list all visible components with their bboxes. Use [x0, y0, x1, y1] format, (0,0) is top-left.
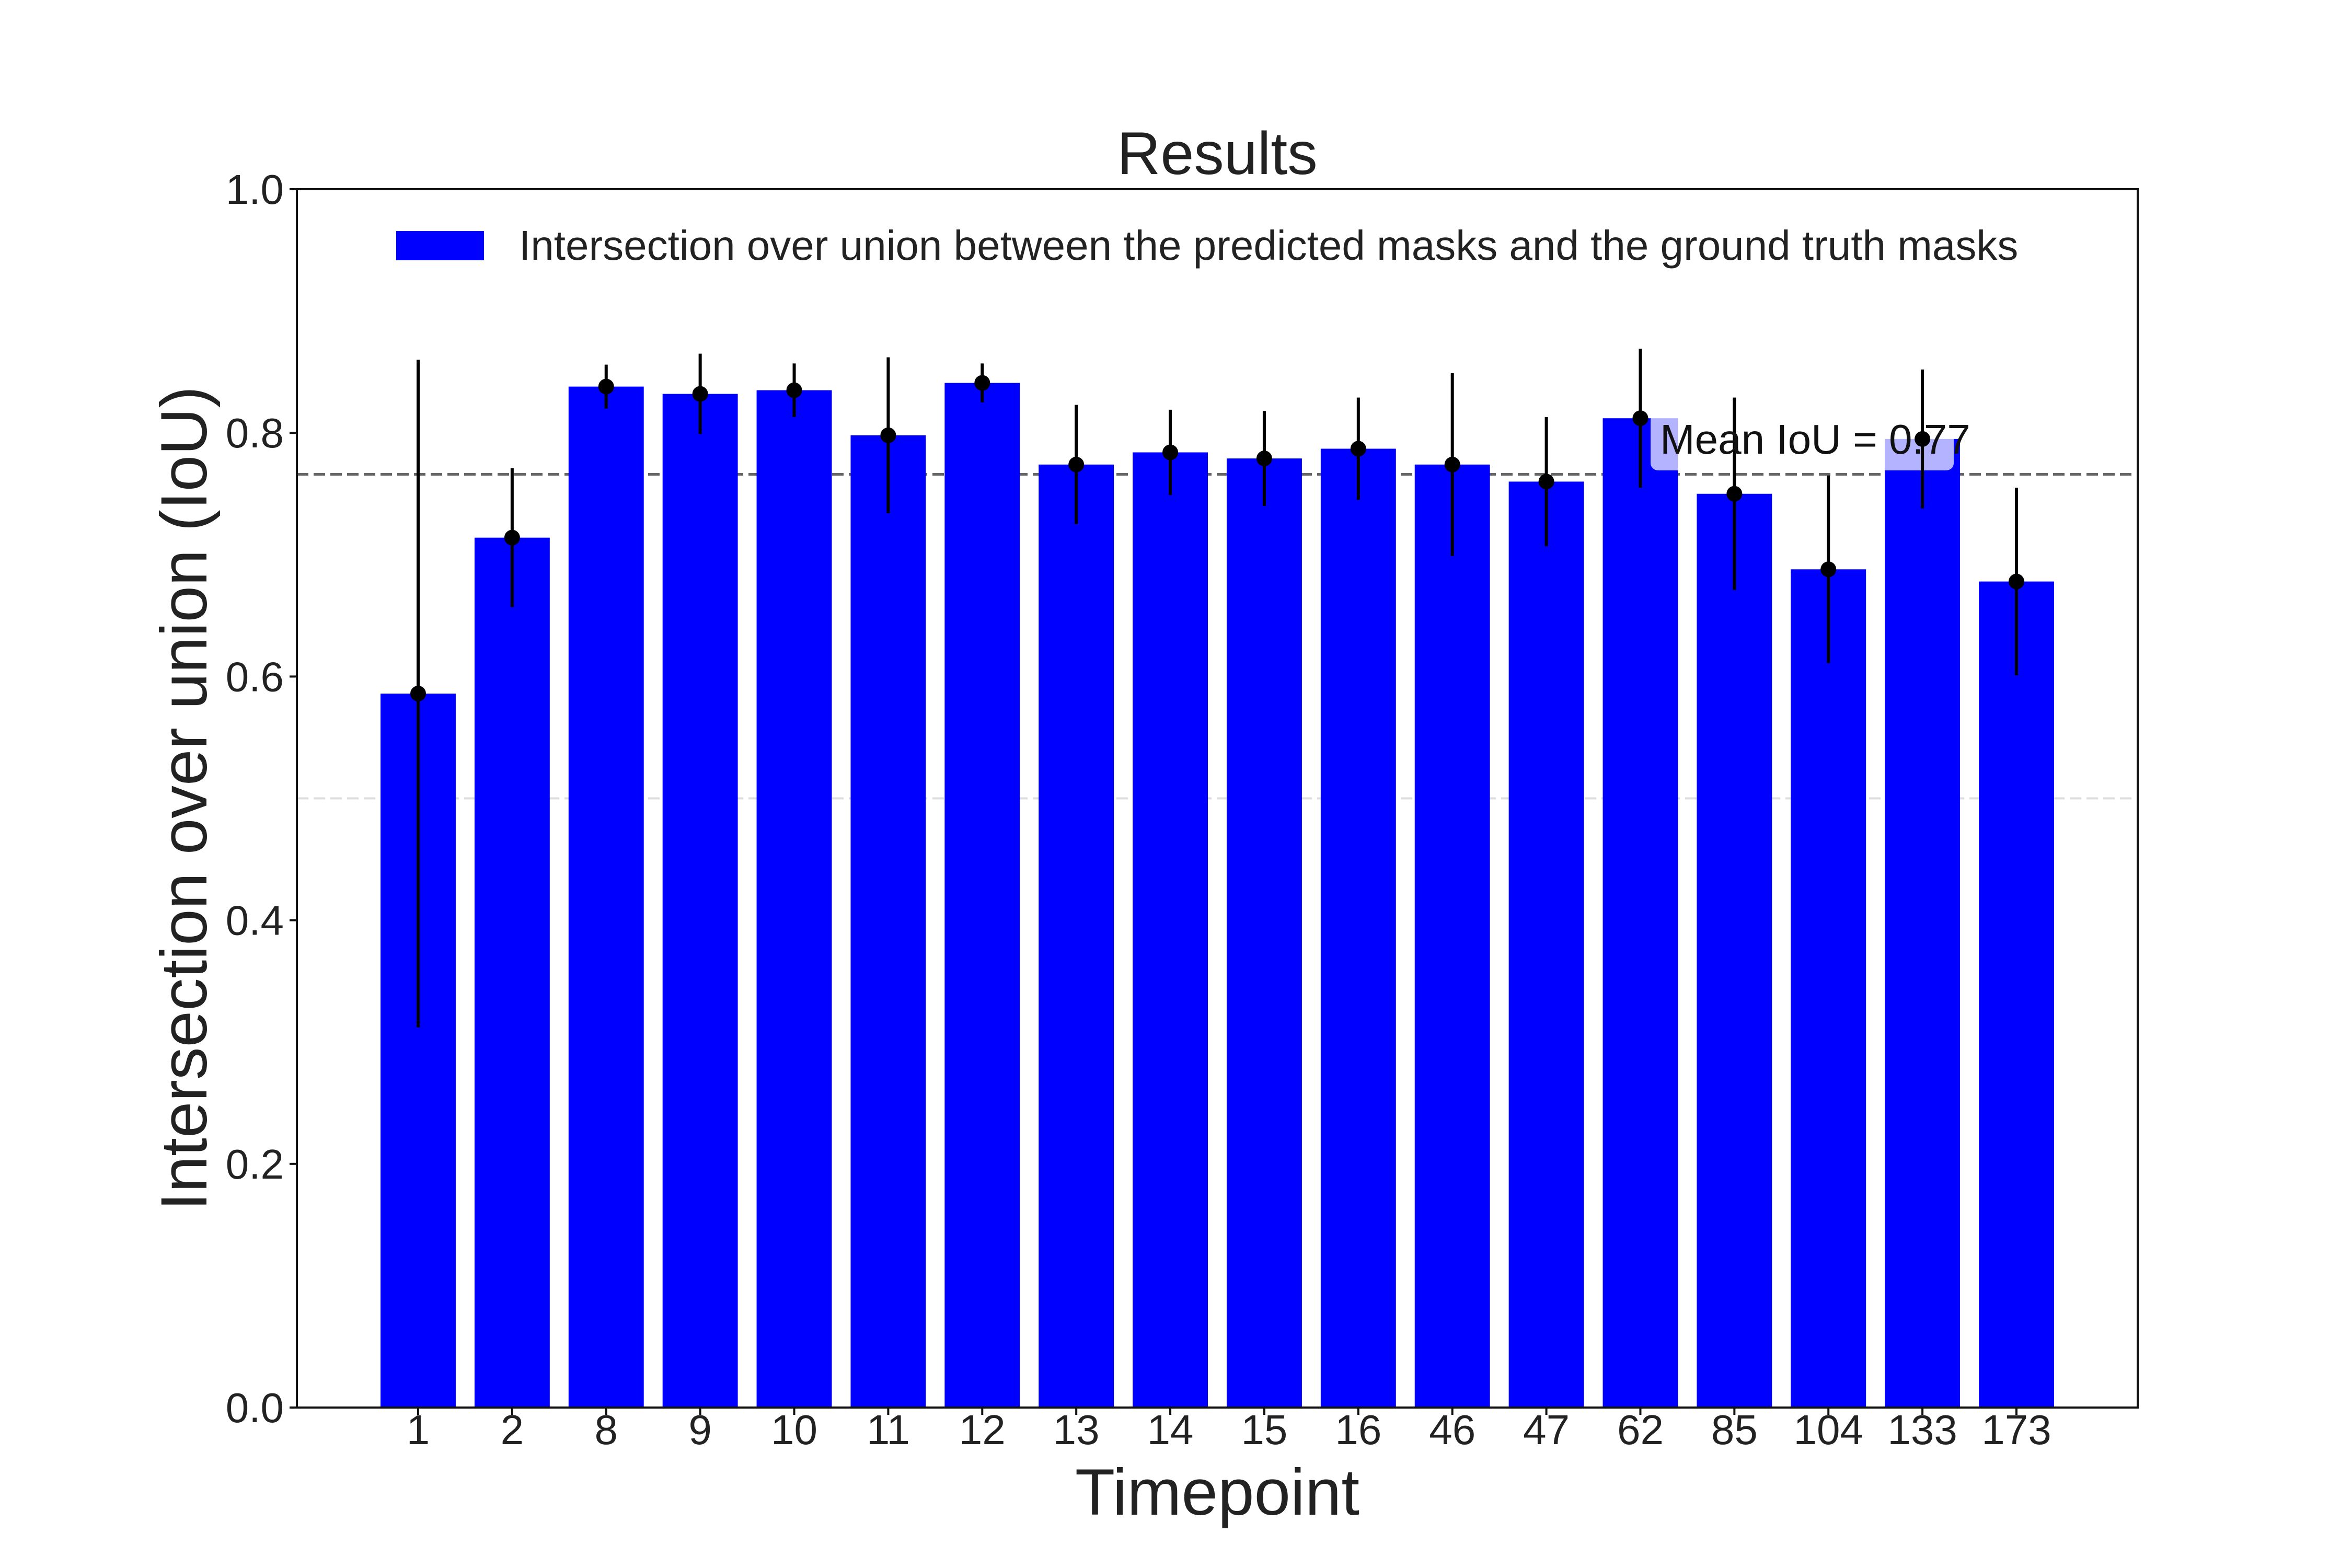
y-tick-label: 1.0 — [226, 166, 284, 213]
x-tick-label-14: 14 — [1147, 1406, 1194, 1453]
bar-173 — [1979, 581, 2054, 1408]
point-133 — [1915, 431, 1931, 447]
chart-title: Results — [1117, 120, 1317, 187]
annotation-box — [1651, 413, 1954, 470]
x-tick-label-12: 12 — [959, 1406, 1006, 1453]
point-1 — [410, 686, 426, 702]
point-10 — [786, 382, 802, 398]
y-tick-label: 0.4 — [226, 897, 284, 944]
legend-label: Intersection over union between the pred… — [519, 222, 2018, 269]
plot-frame — [296, 188, 2139, 1409]
bar-16 — [1320, 448, 1396, 1408]
point-62 — [1632, 410, 1648, 426]
bar-11 — [850, 435, 926, 1408]
x-tick-label-13: 13 — [1053, 1406, 1100, 1453]
point-14 — [1162, 444, 1179, 460]
point-9 — [692, 386, 708, 402]
bar-85 — [1697, 493, 1772, 1408]
x-tick-label-47: 47 — [1523, 1406, 1570, 1453]
error-bars — [410, 349, 2024, 1028]
y-tick-label: 0.0 — [226, 1385, 284, 1431]
point-13 — [1068, 456, 1085, 472]
bar-46 — [1414, 464, 1490, 1408]
x-tick-label-85: 85 — [1711, 1406, 1758, 1453]
point-16 — [1350, 441, 1366, 457]
point-104 — [1820, 561, 1837, 578]
bar-104 — [1791, 569, 1866, 1408]
x-tick-label-2: 2 — [501, 1406, 524, 1453]
point-46 — [1444, 456, 1460, 472]
bar-133 — [1885, 439, 1961, 1408]
annotation-text: Mean IoU = 0.77 — [1660, 416, 1970, 463]
bar-2 — [474, 537, 550, 1408]
x-axis-label: Timepoint — [1075, 1456, 1359, 1529]
x-tick-label-15: 15 — [1241, 1406, 1287, 1453]
x-tick-label-16: 16 — [1335, 1406, 1381, 1453]
legend: Intersection over union between the pred… — [396, 222, 2018, 269]
x-tick-label-62: 62 — [1617, 1406, 1664, 1453]
x-tick-label-8: 8 — [595, 1406, 618, 1453]
x-tick-label-10: 10 — [771, 1406, 817, 1453]
x-tick-label-46: 46 — [1429, 1406, 1475, 1453]
bar-14 — [1133, 452, 1208, 1408]
bar-47 — [1508, 481, 1584, 1408]
point-47 — [1538, 474, 1554, 490]
point-85 — [1726, 486, 1743, 502]
x-tick-label-133: 133 — [1887, 1406, 1957, 1453]
bar-9 — [662, 394, 738, 1408]
y-tick-label: 0.6 — [226, 653, 284, 700]
bar-13 — [1039, 464, 1114, 1408]
point-2 — [504, 529, 520, 546]
annotation — [1651, 413, 1954, 470]
bar-10 — [756, 390, 832, 1408]
x-tick-label-104: 104 — [1793, 1406, 1863, 1453]
y-tick-label: 0.8 — [226, 410, 284, 456]
legend-swatch — [396, 231, 484, 260]
bar-8 — [568, 386, 644, 1408]
point-173 — [2009, 573, 2024, 590]
x-tick-label-173: 173 — [1981, 1406, 2051, 1453]
y-axis-label: Intersection over union (IoU) — [148, 386, 221, 1210]
x-tick-label-11: 11 — [867, 1406, 910, 1453]
bar-62 — [1602, 418, 1678, 1408]
x-tick-label-9: 9 — [688, 1406, 712, 1453]
bar-12 — [944, 383, 1020, 1408]
point-8 — [598, 378, 614, 395]
plot-area — [297, 383, 2138, 1408]
y-tick-label: 0.2 — [226, 1141, 284, 1187]
point-15 — [1256, 451, 1272, 467]
point-11 — [880, 427, 896, 443]
point-12 — [974, 375, 990, 391]
bar-15 — [1226, 458, 1302, 1408]
x-tick-label-1: 1 — [407, 1406, 430, 1453]
